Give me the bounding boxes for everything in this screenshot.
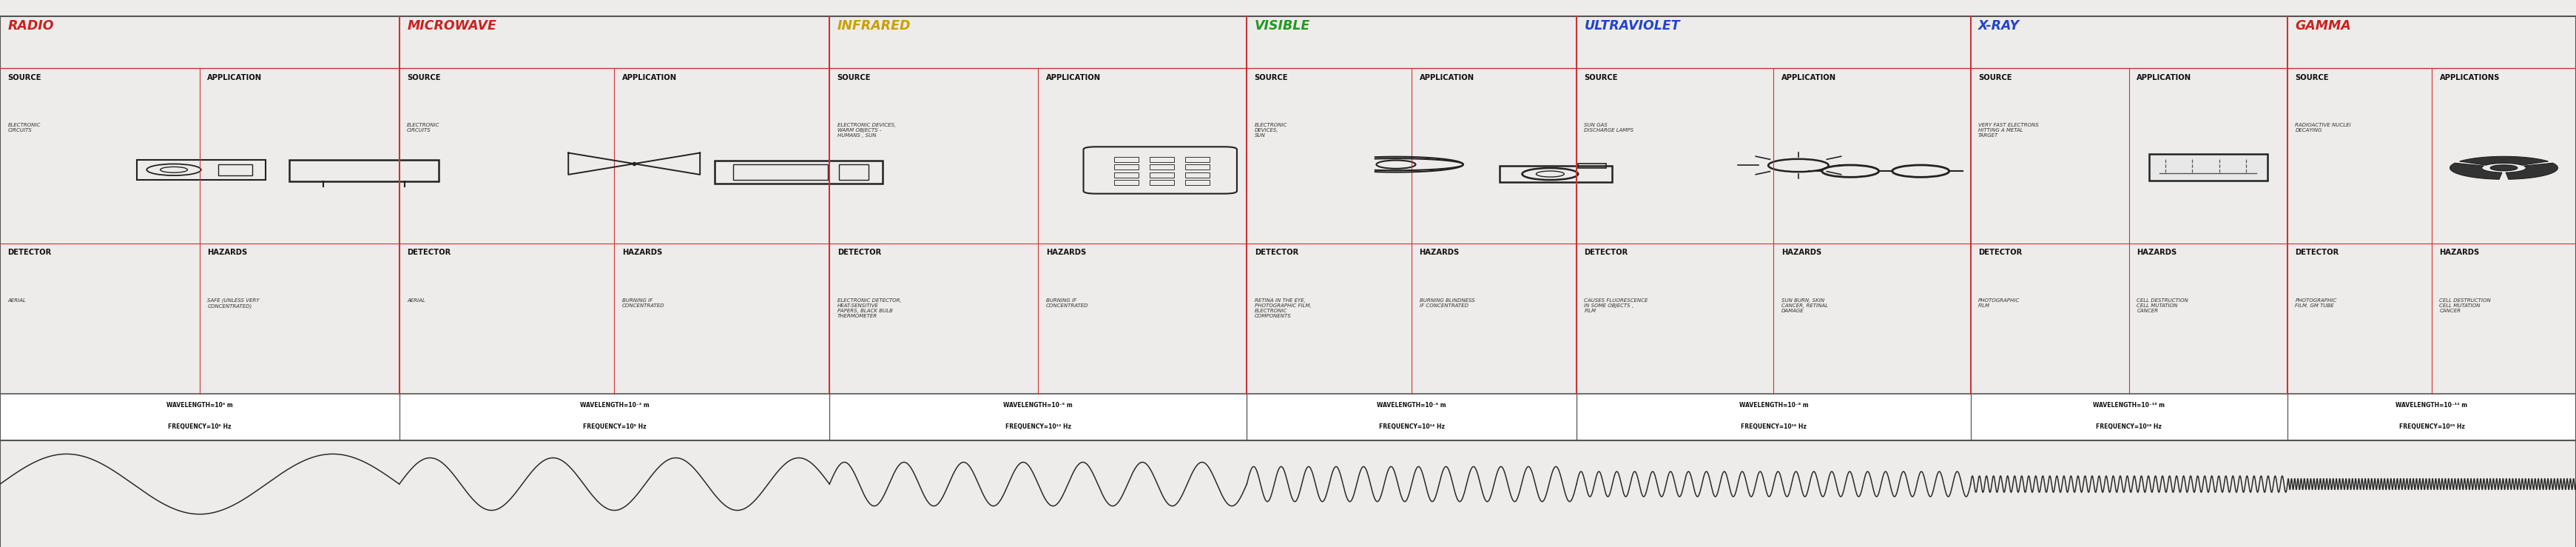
- Text: WAVELENGTH=10⁻¹² m: WAVELENGTH=10⁻¹² m: [2396, 401, 2468, 409]
- Text: SOURCE: SOURCE: [1255, 74, 1288, 82]
- Text: AERIAL: AERIAL: [8, 298, 26, 302]
- Bar: [289, 160, 438, 181]
- Text: WAVELENGTH=10⁻¹⁰ m: WAVELENGTH=10⁻¹⁰ m: [2094, 401, 2164, 409]
- Bar: [2148, 154, 2267, 181]
- Text: WAVELENGTH=10⁻² m: WAVELENGTH=10⁻² m: [580, 401, 649, 409]
- Bar: [1499, 166, 1613, 182]
- Text: APPLICATION: APPLICATION: [1046, 74, 1100, 82]
- Bar: [1149, 172, 1175, 177]
- Bar: [137, 160, 265, 180]
- Text: CELL DESTRUCTION
CELL MUTATION
CANCER: CELL DESTRUCTION CELL MUTATION CANCER: [2138, 298, 2190, 313]
- Text: FREQUENCY=10¹⁶ Hz: FREQUENCY=10¹⁶ Hz: [1741, 423, 1806, 430]
- Text: X-RAY: X-RAY: [1978, 19, 2020, 32]
- Text: WAVELENGTH=10⁻⁵ m: WAVELENGTH=10⁻⁵ m: [1005, 401, 1072, 409]
- Text: BURNING BLINDNESS
IF CONCENTRATED: BURNING BLINDNESS IF CONCENTRATED: [1419, 298, 1473, 308]
- Bar: [1113, 172, 1139, 177]
- Bar: [1149, 165, 1175, 170]
- Text: CAUSES FLUORESCENCE
IN SOME OBJECTS ,
FILM: CAUSES FLUORESCENCE IN SOME OBJECTS , FI…: [1584, 298, 1649, 313]
- Text: DETECTOR: DETECTOR: [1255, 249, 1298, 257]
- Text: SOURCE: SOURCE: [2295, 74, 2329, 82]
- Bar: [1579, 164, 1607, 168]
- Text: FREQUENCY=10¹⁴ Hz: FREQUENCY=10¹⁴ Hz: [1378, 423, 1445, 430]
- Text: WAVELENGTH=10⁻⁶ m: WAVELENGTH=10⁻⁶ m: [1378, 401, 1445, 409]
- Polygon shape: [2450, 163, 2501, 179]
- Polygon shape: [2506, 163, 2558, 179]
- Text: DETECTOR: DETECTOR: [1584, 249, 1628, 257]
- Text: VISIBLE: VISIBLE: [1255, 19, 1311, 32]
- Text: APPLICATION: APPLICATION: [1419, 74, 1473, 82]
- Text: INFRARED: INFRARED: [837, 19, 912, 32]
- Text: HAZARDS: HAZARDS: [206, 249, 247, 257]
- Bar: [1185, 179, 1211, 185]
- Text: HAZARDS: HAZARDS: [1046, 249, 1087, 257]
- Text: WAVELENGTH=10³ m: WAVELENGTH=10³ m: [167, 401, 232, 409]
- Text: BURNING IF
CONCENTRATED: BURNING IF CONCENTRATED: [1046, 298, 1090, 308]
- Bar: [219, 165, 252, 176]
- Text: HAZARDS: HAZARDS: [2439, 249, 2481, 257]
- Bar: [0, 394, 2576, 440]
- Bar: [1185, 157, 1211, 162]
- Text: AERIAL: AERIAL: [407, 298, 425, 302]
- Text: WAVELENGTH=10⁻⁸ m: WAVELENGTH=10⁻⁸ m: [1739, 401, 1808, 409]
- Text: RADIO: RADIO: [8, 19, 54, 32]
- Text: VERY FAST ELECTRONS
HITTING A METAL
TARGET: VERY FAST ELECTRONS HITTING A METAL TARG…: [1978, 123, 2038, 138]
- Bar: [1149, 157, 1175, 162]
- Text: DETECTOR: DETECTOR: [837, 249, 881, 257]
- Bar: [1113, 157, 1139, 162]
- Bar: [714, 161, 884, 184]
- Text: ELECTRONIC
CIRCUITS: ELECTRONIC CIRCUITS: [8, 123, 41, 133]
- Text: SUN BURN, SKIN
CANCER, RETINAL
DAMAGE: SUN BURN, SKIN CANCER, RETINAL DAMAGE: [1783, 298, 1829, 313]
- Text: SOURCE: SOURCE: [1584, 74, 1618, 82]
- Text: DETECTOR: DETECTOR: [407, 249, 451, 257]
- Text: SUN GAS
DISCHARGE LAMPS: SUN GAS DISCHARGE LAMPS: [1584, 123, 1633, 133]
- Text: SOURCE: SOURCE: [8, 74, 41, 82]
- Text: HAZARDS: HAZARDS: [1419, 249, 1461, 257]
- Text: ULTRAVIOLET: ULTRAVIOLET: [1584, 19, 1680, 32]
- Bar: [734, 165, 827, 180]
- Circle shape: [2491, 165, 2517, 171]
- Text: FREQUENCY=10¹⁸ Hz: FREQUENCY=10¹⁸ Hz: [2097, 423, 2161, 430]
- Text: FREQUENCY=10⁶ Hz: FREQUENCY=10⁶ Hz: [167, 423, 232, 430]
- Text: ELECTRONIC
CIRCUITS: ELECTRONIC CIRCUITS: [407, 123, 440, 133]
- Text: ELECTRONIC DEVICES,
WARM OBJECTS -
HUMANS , SUN: ELECTRONIC DEVICES, WARM OBJECTS - HUMAN…: [837, 123, 896, 138]
- Text: DETECTOR: DETECTOR: [2295, 249, 2339, 257]
- Text: PHOTOGRAPHIC
FILM, GM TUBE: PHOTOGRAPHIC FILM, GM TUBE: [2295, 298, 2336, 308]
- Text: ELECTRONIC
DEVICES,
SUN: ELECTRONIC DEVICES, SUN: [1255, 123, 1288, 138]
- Bar: [1149, 179, 1175, 185]
- Text: APPLICATION: APPLICATION: [2138, 74, 2192, 82]
- Polygon shape: [2460, 156, 2548, 165]
- Text: APPLICATION: APPLICATION: [1783, 74, 1837, 82]
- Text: FREQUENCY=10¹² Hz: FREQUENCY=10¹² Hz: [1005, 423, 1072, 430]
- Text: FREQUENCY=10⁹ Hz: FREQUENCY=10⁹ Hz: [582, 423, 647, 430]
- Text: HAZARDS: HAZARDS: [2138, 249, 2177, 257]
- Bar: [1185, 172, 1211, 177]
- Bar: [1185, 165, 1211, 170]
- Bar: [1113, 179, 1139, 185]
- Text: PHOTOGRAPHIC
FILM: PHOTOGRAPHIC FILM: [1978, 298, 2020, 308]
- Bar: [840, 165, 868, 180]
- Text: SOURCE: SOURCE: [407, 74, 440, 82]
- Text: SAFE (UNLESS VERY
CONCENTRATED): SAFE (UNLESS VERY CONCENTRATED): [206, 298, 260, 309]
- Text: FREQUENCY=10²⁰ Hz: FREQUENCY=10²⁰ Hz: [2398, 423, 2465, 430]
- Text: DETECTOR: DETECTOR: [8, 249, 52, 257]
- Text: APPLICATION: APPLICATION: [623, 74, 677, 82]
- Text: GAMMA: GAMMA: [2295, 19, 2352, 32]
- Text: RETINA IN THE EYE,
PHOTOGRAPHIC FILM,
ELECTRONIC
COMPONENTS: RETINA IN THE EYE, PHOTOGRAPHIC FILM, EL…: [1255, 298, 1311, 318]
- Text: APPLICATIONS: APPLICATIONS: [2439, 74, 2499, 82]
- Text: SOURCE: SOURCE: [837, 74, 871, 82]
- Text: SOURCE: SOURCE: [1978, 74, 2012, 82]
- Text: HAZARDS: HAZARDS: [623, 249, 662, 257]
- Text: HAZARDS: HAZARDS: [1783, 249, 1821, 257]
- Text: APPLICATION: APPLICATION: [206, 74, 263, 82]
- Text: DETECTOR: DETECTOR: [1978, 249, 2022, 257]
- Bar: [1113, 165, 1139, 170]
- Text: MICROWAVE: MICROWAVE: [407, 19, 497, 32]
- Text: CELL DESTRUCTION
CELL MUTATION
CANCER: CELL DESTRUCTION CELL MUTATION CANCER: [2439, 298, 2491, 313]
- Text: RADIOACTIVE NUCLEI
DECAYING: RADIOACTIVE NUCLEI DECAYING: [2295, 123, 2352, 133]
- Text: ELECTRONIC DETECTOR,
HEAT-SENSITIVE
PAPERS, BLACK BULB
THERMOMETER: ELECTRONIC DETECTOR, HEAT-SENSITIVE PAPE…: [837, 298, 902, 318]
- Text: BURNING IF
CONCENTRATED: BURNING IF CONCENTRATED: [623, 298, 665, 308]
